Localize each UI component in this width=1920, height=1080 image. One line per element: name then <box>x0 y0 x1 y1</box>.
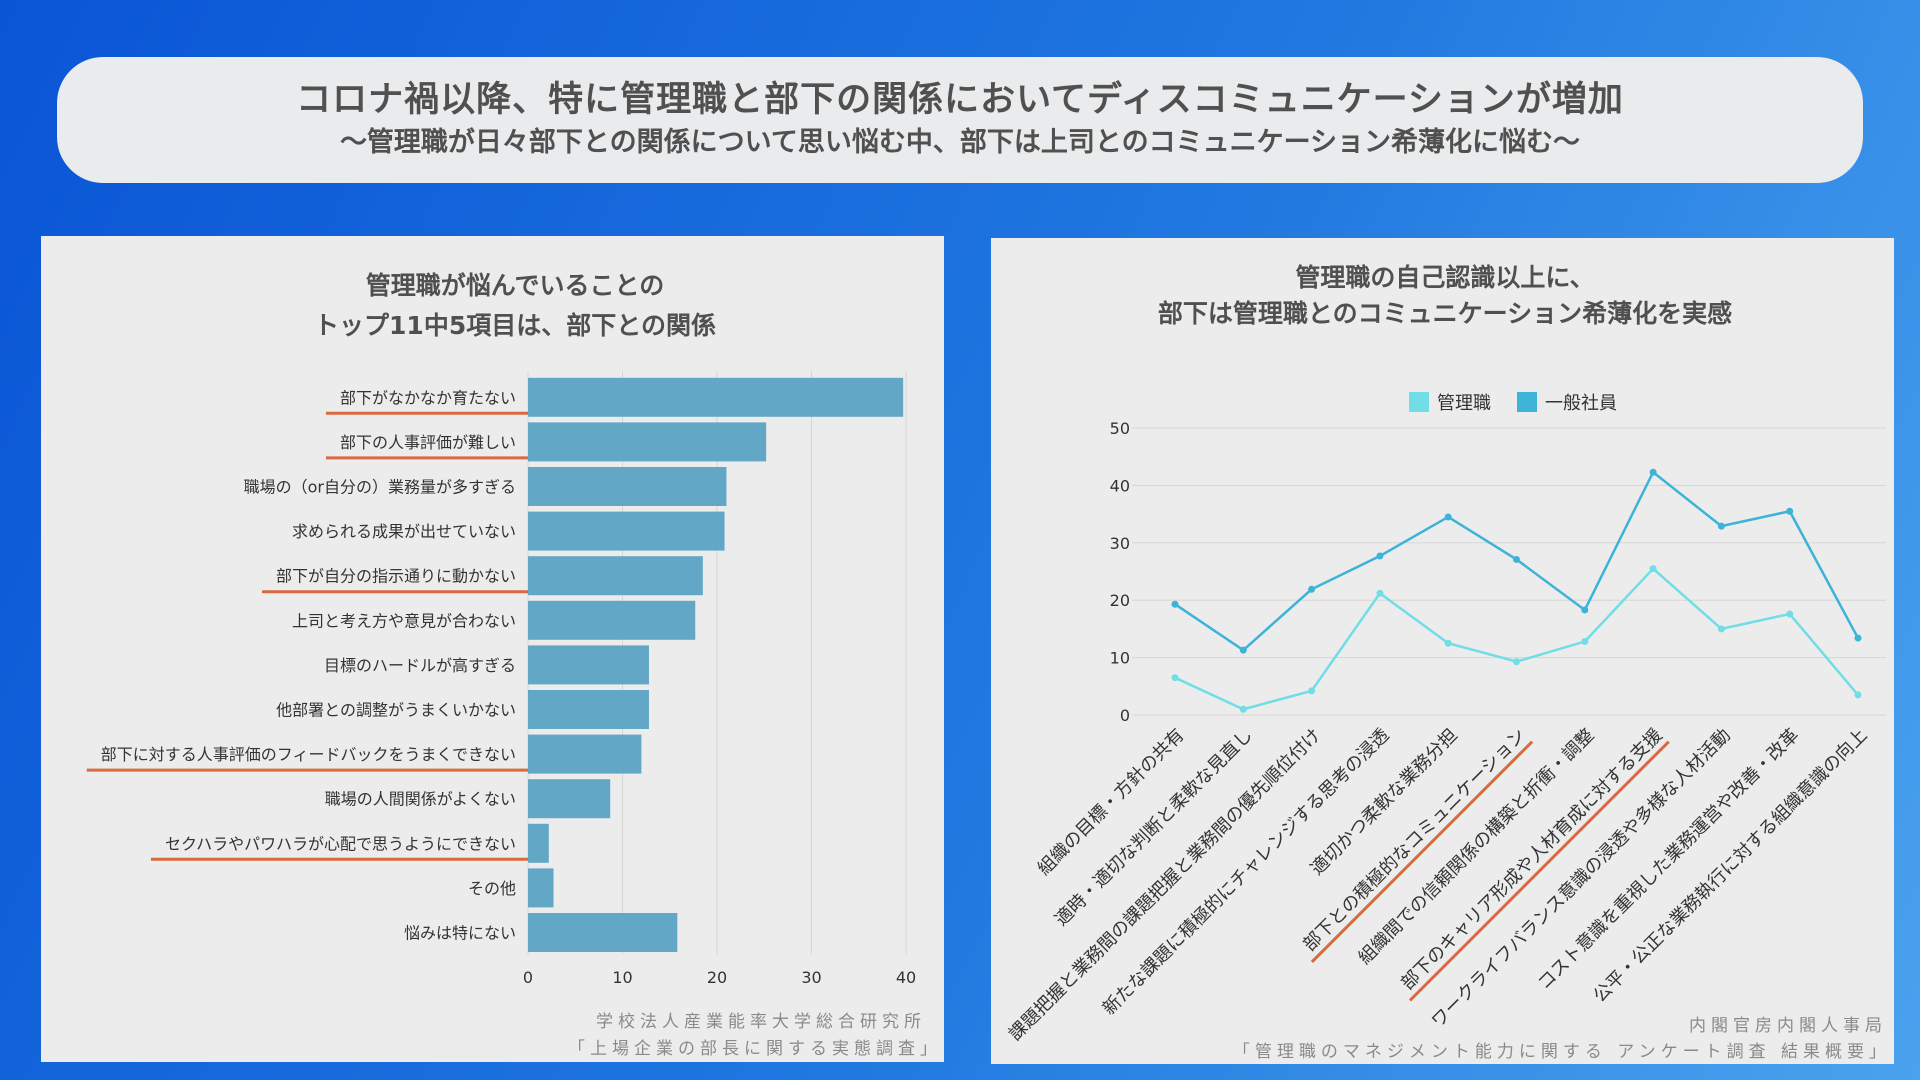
bar-category-label: 部下が自分の指示通りに動かない <box>276 567 516 586</box>
bar-x-tick-label: 30 <box>801 968 821 987</box>
data-point <box>1308 585 1316 593</box>
bar-x-tick-label: 20 <box>707 968 727 987</box>
bar-category-label: 部下に対する人事評価のフィードバックをうまくできない <box>101 745 516 764</box>
legend-label: 一般社員 <box>1545 393 1617 414</box>
data-point <box>1171 600 1179 608</box>
data-point <box>1649 565 1657 573</box>
right-chart-panel: 管理職の自己認識以上に、 部下は管理職とのコミュニケーション希薄化を実感 管理職… <box>991 238 1894 1064</box>
page-title: コロナ禍以降、特に管理職と部下の関係においてディスコミュニケーションが増加 <box>296 80 1624 120</box>
bar-chart-source-line-1: 学校法人産業能率大学総合研究所 <box>596 1012 926 1032</box>
line-chart-source-line-2: 「管理職のマネジメント能力に関する アンケート調査 結果概要」 <box>1233 1042 1891 1062</box>
bar-category-label: 部下がなかなか育たない <box>340 388 516 407</box>
bar-category-label: 求められる成果が出せていない <box>292 522 516 541</box>
series-line-manager <box>1174 566 1859 711</box>
bar-2 <box>528 422 767 462</box>
legend-swatch <box>1409 392 1429 412</box>
data-point <box>1581 638 1589 646</box>
line-y-tick-label: 20 <box>1110 591 1130 610</box>
data-point <box>1308 687 1316 695</box>
bar-13 <box>528 913 678 952</box>
data-point <box>1717 522 1725 530</box>
page-subtitle: ～管理職が日々部下との関係について思い悩む中、部下は上司とのコミュニケーション希… <box>339 127 1581 158</box>
legend-swatch <box>1517 392 1537 412</box>
data-point <box>1786 610 1794 618</box>
bar-4 <box>528 511 725 551</box>
bar-chart-source-line-2: 「上場企業の部長に関する実態調査」 <box>568 1039 942 1059</box>
highlight-underline <box>1408 740 1670 1002</box>
highlight-underline <box>1310 740 1534 963</box>
line-chart: 管理職の自己認識以上に、 部下は管理職とのコミュニケーション希薄化を実感 管理職… <box>1005 263 1891 1062</box>
bar-6 <box>528 600 696 640</box>
line-y-tick-label: 50 <box>1110 419 1130 438</box>
bar-category-label: 職場の（or自分の）業務量が多すぎる <box>244 478 516 497</box>
bar-x-tick-label: 10 <box>612 968 632 987</box>
bar-5 <box>528 556 703 596</box>
legend-label: 管理職 <box>1437 393 1491 414</box>
data-point <box>1444 513 1452 521</box>
bar-category-label: 職場の人間関係がよくない <box>325 790 516 809</box>
line-y-tick-label: 0 <box>1120 706 1130 725</box>
bar-chart-title-line-2: トップ11中5項目は、部下との関係 <box>314 311 716 340</box>
data-point <box>1376 552 1384 560</box>
x-category-label: 課題把握と業務間の課題把握と業務間の優先順位付け <box>1005 725 1325 1045</box>
data-point <box>1239 705 1247 713</box>
bar-category-label: 目標のハードルが高すぎる <box>324 656 516 675</box>
data-point <box>1717 625 1725 633</box>
data-point <box>1581 606 1589 614</box>
bar-7 <box>528 645 649 685</box>
data-point <box>1444 639 1452 647</box>
data-point <box>1171 674 1179 682</box>
bar-category-label: 上司と考え方や意見が合わない <box>292 611 516 630</box>
bar-3 <box>528 467 727 506</box>
data-point <box>1854 634 1862 642</box>
data-point <box>1513 658 1520 666</box>
left-chart-panel: 管理職が悩んでいることの トップ11中5項目は、部下との関係 部下がなかなか育た… <box>41 236 944 1062</box>
data-point <box>1513 555 1520 563</box>
bar-1 <box>528 377 904 417</box>
bar-category-label: 他部署との調整がうまくいかない <box>276 701 516 720</box>
bar-11 <box>528 823 549 863</box>
x-category-label: コスト意識を重視した業務運営や改善・改革 <box>1534 725 1803 994</box>
bar-chart: 管理職が悩んでいることの トップ11中5項目は、部下との関係 部下がなかなか育た… <box>86 271 942 1059</box>
line-chart-source-line-1: 内閣官房内閣人事局 <box>1689 1016 1887 1036</box>
line-chart-title-line-1: 管理職の自己認識以上に、 <box>1295 263 1594 292</box>
line-y-tick-label: 10 <box>1110 649 1130 668</box>
bar-12 <box>528 868 554 908</box>
line-y-tick-label: 40 <box>1110 476 1130 495</box>
x-category-label: 部下のキャリア形成や人材育成に対する支援 <box>1397 725 1666 994</box>
bar-8 <box>528 690 649 729</box>
bar-category-label: 悩みは特にない <box>404 924 516 943</box>
bar-9 <box>528 734 642 774</box>
bar-chart-title-line-1: 管理職が悩んでいることの <box>366 271 665 300</box>
data-point <box>1649 468 1657 476</box>
bar-category-label: 部下の人事評価が難しい <box>340 433 516 452</box>
bar-x-tick-label: 0 <box>523 968 533 987</box>
bar-x-tick-label: 40 <box>896 968 916 987</box>
line-y-tick-label: 30 <box>1110 534 1130 553</box>
data-point <box>1376 589 1384 597</box>
bar-category-label: セクハラやパワハラが心配で思うようにできない <box>165 834 516 853</box>
bar-category-label: その他 <box>468 879 516 898</box>
bar-10 <box>528 779 611 819</box>
data-point <box>1239 646 1247 654</box>
data-point <box>1786 507 1794 515</box>
header-banner: コロナ禍以降、特に管理職と部下の関係においてディスコミュニケーションが増加 ～管… <box>57 57 1863 183</box>
line-chart-title-line-2: 部下は管理職とのコミュニケーション希薄化を実感 <box>1158 299 1732 328</box>
data-point <box>1854 691 1862 699</box>
